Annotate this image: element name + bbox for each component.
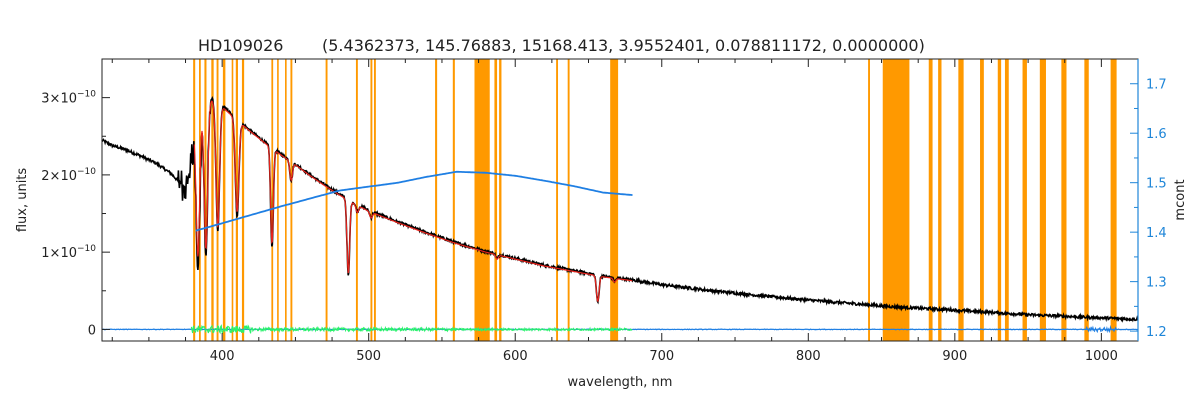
- masked-band-28: [938, 59, 942, 341]
- masked-band-14: [355, 59, 358, 341]
- y-tick-exponent: −10: [77, 244, 96, 254]
- x-tick-label: 800: [796, 349, 821, 364]
- masked-band-20: [494, 59, 498, 341]
- y2-tick-label: 1.4: [1146, 226, 1167, 241]
- masked-bands-layer: [193, 59, 1117, 341]
- y-tick-exponent: −10: [77, 90, 96, 100]
- y2-tick-label: 1.5: [1146, 177, 1167, 192]
- masked-band-21: [499, 59, 502, 341]
- y-tick-exponent: −10: [77, 167, 96, 177]
- x-tick-label: 700: [649, 349, 674, 364]
- x-tick-label: 900: [942, 349, 967, 364]
- masked-band-13: [325, 59, 328, 341]
- masked-band-25: [868, 59, 870, 341]
- masked-band-27: [928, 59, 933, 341]
- masked-band-4: [216, 59, 219, 341]
- masked-band-8: [241, 59, 245, 341]
- masked-band-32: [1004, 59, 1009, 341]
- y-tick-label: 0: [88, 323, 96, 338]
- masked-band-3: [211, 59, 214, 341]
- masked-band-10: [277, 59, 279, 341]
- chart-parameters: (5.4362373, 145.76883, 15168.413, 3.9552…: [322, 36, 925, 55]
- masked-band-31: [997, 59, 1002, 341]
- series-residual: [190, 324, 633, 335]
- masked-band-2: [204, 59, 207, 341]
- masked-band-9: [271, 59, 274, 341]
- y2-tick-label: 1.3: [1146, 276, 1167, 291]
- masked-band-37: [1110, 59, 1117, 341]
- y2-tick-label: 1.2: [1146, 325, 1167, 340]
- masked-band-33: [1022, 59, 1027, 341]
- masked-band-12: [290, 59, 293, 341]
- y2-axis-title: mcont: [1173, 179, 1188, 220]
- masked-band-26: [882, 59, 910, 341]
- y-axis-left: 0 1×10−10 2×10−10 3×10−10: [41, 90, 110, 338]
- y-tick-label: 2×10−10: [41, 167, 96, 184]
- masked-band-5: [222, 59, 226, 341]
- masked-band-35: [1061, 59, 1067, 341]
- masked-band-22: [556, 59, 559, 341]
- y-axis-title: flux, units: [15, 168, 30, 233]
- masked-band-6: [231, 59, 234, 341]
- series-mcont: [195, 170, 633, 232]
- masked-band-19: [474, 59, 490, 341]
- x-tick-label: 600: [503, 349, 528, 364]
- x-tick-label: 500: [356, 349, 381, 364]
- masked-band-11: [285, 59, 287, 341]
- masked-band-34: [1039, 59, 1046, 341]
- y2-tick-label: 1.7: [1146, 78, 1167, 93]
- series-model-fit: [193, 100, 633, 303]
- masked-band-18: [452, 59, 455, 341]
- masked-band-23: [567, 59, 570, 341]
- masked-band-30: [980, 59, 984, 341]
- chart-title: HD109026: [198, 36, 283, 55]
- masked-band-16: [373, 59, 376, 341]
- y-tick-label: 1×10−10: [41, 244, 96, 261]
- y-tick-label: 3×10−10: [41, 90, 96, 107]
- masked-band-29: [958, 59, 964, 341]
- y2-tick-label: 1.6: [1146, 127, 1167, 142]
- masked-band-36: [1084, 59, 1089, 341]
- masked-band-24: [610, 59, 619, 341]
- x-tick-label: 1000: [1085, 349, 1118, 364]
- masked-band-15: [370, 59, 373, 341]
- x-axis: 400 500 600 700 800 900 1000: [111, 59, 1118, 364]
- x-tick-label: 400: [210, 349, 235, 364]
- series-layer: [101, 96, 1139, 335]
- masked-band-17: [435, 59, 438, 341]
- masked-band-0: [193, 59, 196, 341]
- x-axis-title: wavelength, nm: [568, 375, 673, 390]
- y-axis-right: 1.2 1.3 1.4 1.5 1.6 1.7: [1130, 59, 1167, 341]
